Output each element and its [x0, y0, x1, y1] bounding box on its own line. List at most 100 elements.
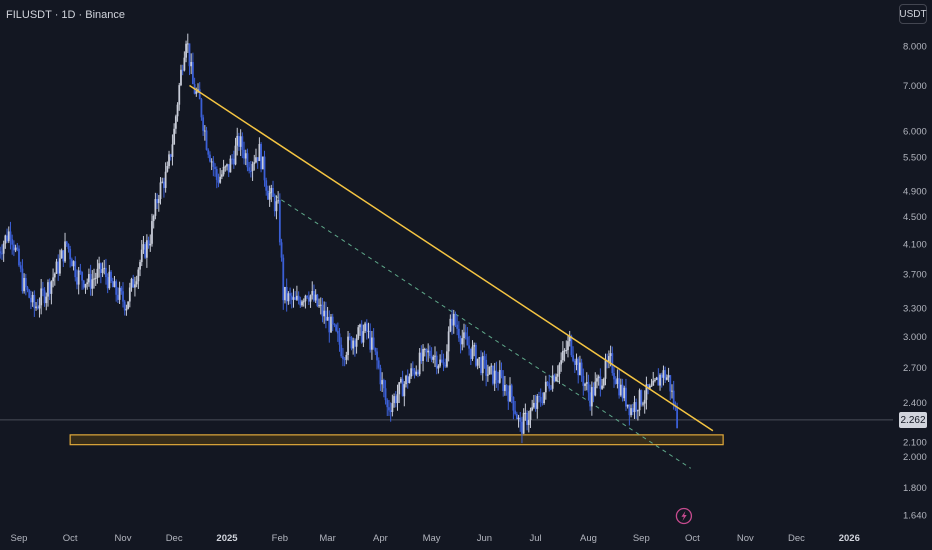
candle-body [497, 380, 499, 383]
candle-body [435, 355, 438, 369]
candle-body [555, 376, 557, 382]
candle-body [447, 331, 450, 352]
y-tick-label: 2.100 [903, 437, 927, 448]
candle-body [425, 348, 428, 353]
candle-body [434, 355, 436, 357]
candle-body [420, 352, 423, 361]
candle-body [23, 278, 26, 292]
candle-body [151, 221, 153, 244]
candle-body [565, 350, 568, 352]
candle-body [405, 375, 407, 385]
candle-body [125, 308, 128, 311]
candle-body [215, 169, 218, 180]
candle-body [631, 408, 634, 413]
candle-body [268, 192, 271, 200]
candle-body [169, 154, 172, 157]
candle-body [619, 384, 622, 396]
candle-body [214, 166, 216, 170]
candle-body [548, 383, 551, 389]
candle-body [485, 359, 488, 376]
y-tick-label: 2.400 [903, 398, 927, 409]
candle-body [556, 374, 559, 377]
candle-body [278, 200, 281, 243]
candle-body [321, 304, 324, 317]
candle-body [180, 69, 182, 86]
candle-body [575, 358, 578, 365]
candle-body [671, 390, 673, 392]
candle-body [505, 385, 508, 392]
candle-body [311, 291, 314, 296]
candle-body [594, 381, 597, 396]
candle-body [36, 306, 39, 309]
candle-body [106, 277, 109, 289]
candle-body [72, 261, 75, 267]
candle-body [84, 284, 87, 288]
candle-body [452, 313, 455, 326]
candle-body [371, 337, 373, 350]
y-tick-label: 8.000 [903, 42, 927, 53]
y-tick-label: 3.700 [903, 270, 927, 281]
x-tick-label: Oct [63, 533, 78, 544]
candle-body [45, 296, 48, 304]
candle-body [611, 353, 614, 374]
candle-body [519, 417, 522, 422]
candle-body [500, 370, 503, 377]
candle-body [91, 279, 94, 289]
candle-body [601, 385, 603, 389]
candle-body [270, 188, 273, 193]
candle-body [195, 91, 198, 94]
candle-body [89, 274, 92, 289]
candle-body [665, 377, 668, 380]
candle-body [282, 257, 285, 301]
candle-body [478, 357, 481, 359]
candle-body [590, 387, 593, 407]
y-tick-label: 3.300 [903, 304, 927, 315]
candle-body [40, 288, 43, 306]
candle-body [527, 419, 530, 425]
candle-body [647, 384, 650, 390]
candle-body [652, 380, 655, 386]
candle-body [314, 294, 317, 301]
candle-body [498, 370, 501, 383]
candle-body [273, 196, 276, 212]
candle-body [602, 378, 605, 386]
candle-body [28, 289, 31, 298]
candle-body [667, 375, 670, 378]
candle-body [255, 157, 257, 163]
candle-body [183, 57, 186, 71]
candle-body [529, 410, 532, 420]
candle-body [493, 370, 496, 384]
candle-body [144, 244, 147, 258]
candle-body [348, 336, 351, 338]
candle-body [86, 282, 89, 285]
candle-body [219, 176, 222, 183]
candle-body [48, 282, 51, 294]
candle-body [350, 337, 353, 349]
candle-body [481, 356, 484, 374]
candle-body [222, 166, 225, 175]
candle-body [290, 295, 293, 300]
x-tick-label: Nov [115, 533, 132, 544]
y-tick-label: 1.640 [903, 511, 927, 522]
candle-body [376, 351, 378, 361]
currency-button[interactable]: USDT [899, 4, 927, 24]
candle-body [134, 284, 136, 288]
support-zone [69, 434, 724, 446]
candle-body [231, 158, 234, 160]
candle-body [88, 274, 90, 283]
candle-body [597, 376, 600, 379]
candle-body [672, 390, 675, 406]
candle-body [396, 394, 399, 404]
candle-body [94, 277, 97, 279]
candle-body [43, 290, 46, 304]
candle-body [386, 400, 389, 408]
candle-body [164, 171, 167, 188]
candle-body [156, 199, 158, 204]
candle-body [539, 396, 542, 402]
x-tick-label: Mar [319, 533, 335, 544]
candle-body [53, 273, 56, 278]
candle-body [289, 293, 291, 296]
candle-body [625, 387, 627, 407]
candle-body [531, 407, 534, 411]
